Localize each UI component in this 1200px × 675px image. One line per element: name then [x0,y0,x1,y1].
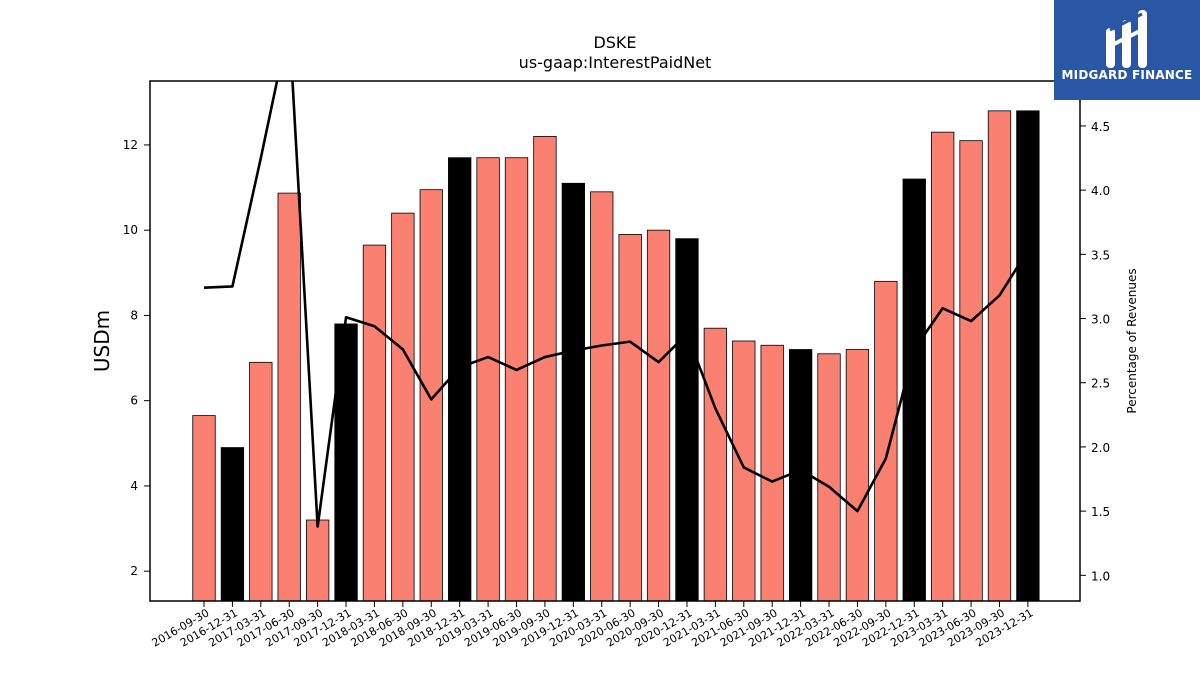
percentage-line [203,81,1029,528]
bar [504,157,529,602]
bar [533,136,557,602]
bar [448,157,472,602]
y-tick-right-label: 1.0 [1091,569,1110,583]
chart-subtitle: us-gaap:InterestPaidNet [519,53,712,72]
y-tick-right-label: 2.5 [1091,377,1110,391]
y-axis-left: 2 4 6 8 10 12 [123,138,150,578]
bar [760,344,784,602]
bar [703,327,728,602]
plot-frame [149,80,1081,602]
bar [334,323,358,602]
bar [675,238,699,602]
bar [1016,110,1040,602]
bar [874,280,898,602]
logo-text: MIDGARD FINANCE [1061,68,1193,82]
bar [561,182,585,602]
y-tick-left-label: 2 [130,564,138,578]
bar [590,191,614,602]
y-tick-right-label: 4.5 [1091,120,1110,134]
y-tick-left-label: 8 [130,308,138,322]
y-tick-left-label: 10 [123,223,138,237]
y-tick-right-label: 1.5 [1091,505,1110,519]
y-axis-right: 1.0 1.5 2.0 2.5 3.0 3.5 4.0 4.5 [1080,120,1110,583]
bar [987,110,1012,602]
bar [192,415,216,602]
logo: MIDGARD FINANCE [1054,0,1200,100]
bar [931,131,955,602]
bar [618,234,642,602]
bar [845,349,870,602]
y-tick-right-label: 3.0 [1091,313,1110,327]
bar [220,447,245,602]
bar [305,519,330,602]
y-axis-right-label: Percentage of Revenues [1125,268,1139,413]
bar [959,140,983,602]
bar [817,353,841,602]
bar [277,192,301,602]
chart-title: DSKE [593,33,636,52]
bar [476,157,500,602]
y-tick-left-label: 4 [130,479,138,493]
bar [362,244,387,602]
bar [419,189,443,602]
y-tick-right-label: 2.0 [1091,441,1110,455]
logo-mark-icon [1106,10,1147,68]
line-series [203,81,1029,528]
bar [646,229,671,602]
y-tick-left-label: 12 [123,138,138,152]
y-tick-right-label: 3.5 [1091,248,1110,262]
bar-series [192,110,1040,602]
bar [249,361,273,602]
bar [902,178,926,602]
x-axis: 2016-09-302016-12-312017-03-312017-06-30… [150,601,1035,650]
y-axis-left-label: USDm [90,310,114,372]
y-tick-right-label: 4.0 [1091,184,1110,198]
y-tick-left-label: 6 [130,394,138,408]
bar [391,212,415,602]
